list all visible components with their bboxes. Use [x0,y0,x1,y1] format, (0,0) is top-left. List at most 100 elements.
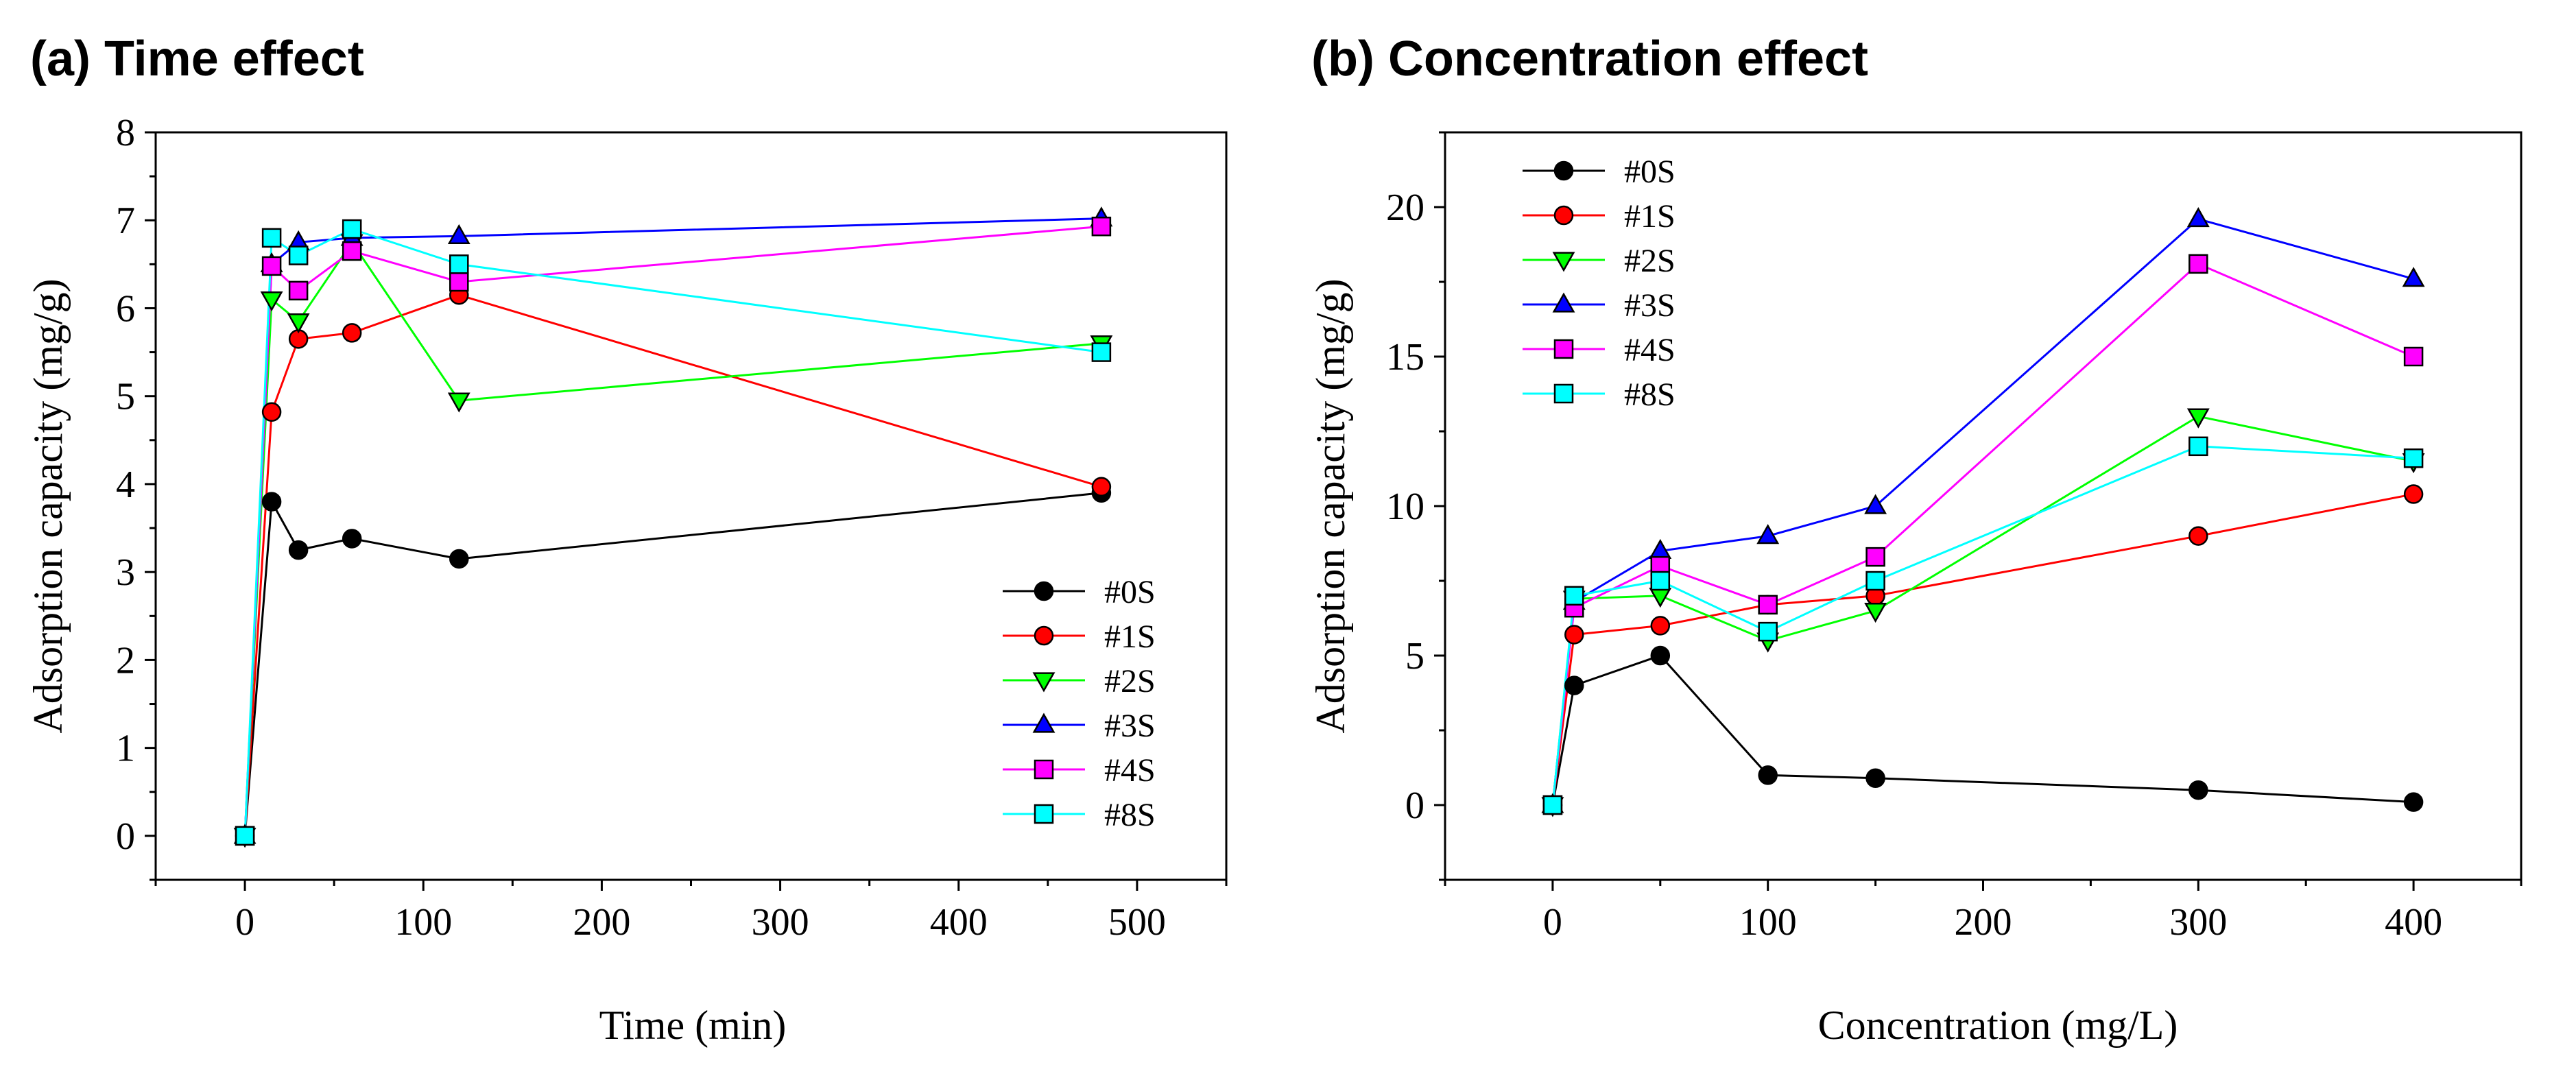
chart-a-point-4s [288,280,309,301]
chart-a-point-3s [447,224,470,244]
chart-b-x-tick-label: 300 [2169,901,2227,944]
chart-a-point-8s [288,245,309,265]
chart-a-legend-label-8s: #8S [1104,797,1156,833]
chart-b-y-tick-label: 10 [1386,486,1424,528]
chart-b-y-axis-label: Adsorption capacity (mg/g) [1308,278,1353,733]
chart-b-legend-marker-2s [1552,252,1575,272]
chart-a-point-2s [287,313,310,334]
chart-a-point-0s [342,529,362,549]
chart-a-y-tick-label: 3 [116,551,135,594]
chart-a-point-8s [449,254,469,274]
chart-b-point-4s [2403,346,2424,367]
chart-a-series-line-3s [243,217,1101,836]
chart-b-x-tick-label: 200 [1955,901,2012,944]
chart-b-point-8s [1564,586,1584,606]
chart-a-point-2s [260,291,283,312]
chart-a-x-axis-label: Time (min) [599,1003,787,1048]
chart-b-legend-label-4s: #4S [1624,332,1675,368]
chart-a-x-tick-label: 100 [394,901,452,944]
chart-b-point-4s [1865,547,1885,567]
chart-b-x-tick-label: 400 [2385,901,2442,944]
chart-b-legend-marker-1s [1553,205,1574,226]
chart-b-y-tick-label: 15 [1386,336,1424,379]
chart-b-series-line-8s [1551,445,2414,806]
chart-b-point-3s [1864,494,1887,514]
chart-b-legend-marker-3s [1552,292,1575,313]
chart-a-legend-label-3s: #3S [1104,708,1156,744]
chart-a-series-line-8s [243,228,1102,836]
chart-b-plot-frame [1444,131,2523,881]
chart-b-y-tick-label: 20 [1386,187,1424,229]
chart-b-point-8s [2403,448,2424,468]
chart-a-series-line-4s [243,225,1102,836]
chart-a-y-tick-label: 4 [116,464,135,506]
chart-a-x-tick-label: 400 [930,901,988,944]
chart-a-y-tick-label: 1 [116,728,135,770]
chart-a-point-4s [1091,216,1112,237]
chart-b-point-2s [2186,408,2210,429]
chart-a-y-tick-label: 8 [116,112,135,154]
chart-b-legend-label-3s: #3S [1624,287,1675,324]
chart-a-title: (a) Time effect [30,32,364,86]
chart-a-point-4s [449,272,469,292]
chart-b-point-3s [2402,267,2425,287]
chart-a-plot-frame [154,131,1228,881]
chart-a-series-line-0s [243,492,1102,837]
chart-b-point-1s [2189,526,2208,546]
chart-a-legend-label-1s: #1S [1104,619,1156,655]
chart-b-series-line-4s [1551,263,2414,806]
chart-a-legend-label-4s: #4S [1104,752,1156,789]
chart-a-y-tick-label: 7 [116,200,135,242]
chart-b-point-0s [1650,645,1671,666]
chart-b-point-2s [1864,602,1887,623]
chart-b-point-3s [1756,524,1780,544]
chart-b-series-line-1s [1551,493,2414,806]
chart-a-point-1s [1091,477,1112,497]
chart-a-y-tick-label: 2 [116,639,135,682]
chart-b-point-8s [1542,795,1563,815]
chart-b-point-8s [2189,436,2208,457]
chart-a-point-1s [342,323,362,343]
chart-a-y-tick-label: 5 [116,376,135,418]
chart-a: 0 100 200 300 400 500 0 1 2 3 4 5 6 7 8 Time (min) Adsor… [25,112,1228,1048]
chart-a-point-4s [261,256,282,276]
chart-a-x-tick-label: 300 [752,901,809,944]
chart-a-point-1s [261,402,282,422]
chart-a-legend-label-0s: #0S [1104,574,1156,610]
chart-b-title: (b) Concentration effect [1311,32,1868,86]
chart-b-point-0s [1758,765,1778,785]
chart-b-point-3s [2186,206,2210,228]
chart-b-point-8s [1758,621,1778,642]
chart-a-point-0s [288,540,309,560]
chart-b-point-0s [1865,768,1885,789]
chart-b: 0 100 200 300 400 0 5 10 15 20 Concentration (mg/L… [1308,131,2523,1048]
chart-b-point-4s [1758,595,1778,615]
chart-b-point-1s [1564,625,1584,645]
chart-b-point-0s [1564,675,1584,695]
chart-b-legend-label-8s: #8S [1624,376,1675,413]
chart-a-y-axis-label: Adsorption capacity (mg/g) [25,278,71,733]
chart-a-legend-marker-0s [1034,581,1054,601]
chart-b-legend-marker-8s [1553,383,1574,404]
chart-b-x-tick-label: 100 [1739,901,1797,944]
chart-b-point-0s [2189,780,2208,800]
chart-a-series-line-1s [243,294,1102,836]
chart-a-legend-marker-1s [1034,625,1054,646]
chart-a-point-8s [235,826,255,846]
chart-a-x-tick-label: 200 [573,901,630,944]
chart-b-point-8s [1650,571,1671,591]
chart-b-legend-label-1s: #1S [1624,198,1675,235]
chart-b-series-line-3s [1551,217,2414,806]
chart-b-y-tick-label: 5 [1405,635,1424,678]
chart-b-x-tick-label: 0 [1543,901,1562,944]
chart-a-point-0s [261,492,282,512]
chart-a-point-8s [342,219,362,239]
chart-a-point-2s [447,392,470,413]
chart-a-x-tick-label: 500 [1108,901,1166,944]
chart-a-y-tick-label: 6 [116,287,135,330]
chart-b-legend-label-0s: #0S [1624,154,1675,190]
chart-a-point-8s [261,228,282,248]
chart-a-legend-marker-8s [1034,804,1054,824]
chart-b-series-line-0s [1551,654,2414,806]
